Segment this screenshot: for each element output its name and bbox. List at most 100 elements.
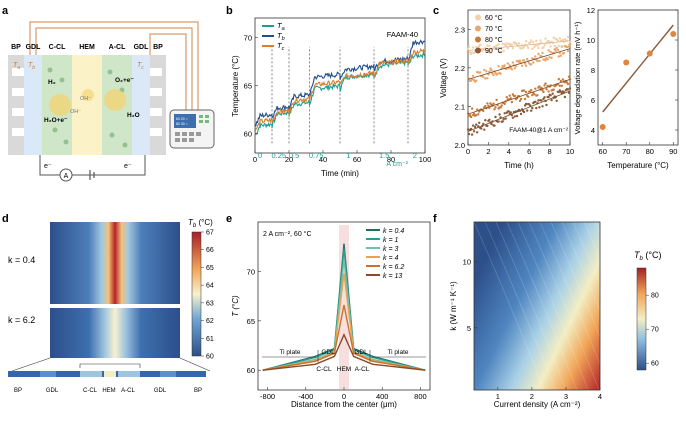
gdl-left (24, 55, 42, 155)
voltage-fit-line (467, 79, 571, 115)
voltage-point (510, 100, 514, 104)
voltage-point (538, 59, 541, 63)
voltage-point (513, 67, 517, 70)
voltage-point (567, 45, 571, 48)
legend-label: 70 °C (485, 25, 503, 33)
voltage-point (532, 61, 535, 64)
voltage-point (505, 96, 508, 99)
x-tick-label: 0 (342, 392, 346, 401)
voltage-point (486, 124, 489, 128)
colorbar-tick-label: 70 (651, 327, 659, 334)
species-label: H₂O+e⁻ (44, 117, 68, 124)
voltage-point (506, 46, 509, 50)
legend-swatch (475, 25, 481, 32)
species-label: OH⁻ (70, 109, 81, 115)
temperature-profile-line (262, 332, 426, 371)
current-density-label: 2 (413, 151, 417, 160)
temperature-label-a: Ta (13, 62, 20, 71)
region-label: A-CL (355, 366, 370, 373)
legend-label: Tc (277, 41, 285, 52)
current-density-label: 1 (346, 151, 350, 160)
legend-swatch (475, 14, 481, 21)
voltage-point (530, 88, 533, 92)
voltage-point (475, 123, 478, 126)
voltage-point (488, 44, 491, 47)
panel-label-c: c (433, 5, 439, 17)
x-axis-label: Time (h) (504, 161, 534, 170)
voltage-point (549, 45, 552, 48)
chart-b-sample-label: FAAM-40 (387, 30, 418, 39)
voltage-point (533, 93, 536, 96)
y-tick-label: 60 (247, 366, 255, 375)
voltage-point (561, 38, 565, 42)
voltage-point (470, 51, 474, 54)
voltage-point (475, 45, 478, 48)
chart-temperature-profile: -800 -400 0 400 800 60 65 70 k = 0.4 k = 1 k = 3… (231, 221, 431, 409)
voltage-point (508, 64, 511, 67)
voltage-point (500, 104, 503, 107)
voltage-point (483, 128, 486, 131)
temperature-map-panel: k = 0.4 k = 6.2 60 61 62 63 64 65 66 67 Tb (°C)… (8, 218, 214, 394)
voltage-point (466, 47, 470, 51)
voltage-point (507, 110, 510, 113)
voltage-point (548, 56, 551, 59)
species-label: O₂+e⁻ (115, 77, 134, 84)
voltage-point (547, 95, 550, 99)
voltage-point (559, 54, 562, 57)
voltage-fit-line (467, 90, 571, 132)
voltage-point (497, 65, 500, 68)
voltage-point (542, 46, 545, 49)
data-logger-icon: 60 20 ○ 80 30 ○ (169, 109, 215, 149)
voltage-point (546, 58, 549, 61)
voltage-point (471, 124, 475, 127)
y-axis-label: Voltage degradation rate (mV h⁻¹) (573, 21, 582, 134)
x-tick-label: -800 (260, 392, 275, 401)
voltage-point (471, 74, 475, 78)
voltage-point (541, 51, 544, 55)
voltage-point (539, 39, 542, 42)
y-axis-label: Temperature (°C) (231, 55, 240, 117)
colorbar-tick-label: 61 (206, 336, 214, 343)
voltage-point (479, 43, 482, 47)
legend-label: Ta (277, 21, 285, 32)
temperature-label-c: Tc (137, 62, 144, 71)
temperature-profile-line (262, 259, 426, 371)
legend-label: 60 °C (485, 14, 503, 22)
y-tick-label: 6 (591, 96, 595, 105)
temperature-series-a (254, 50, 426, 136)
y-tick-label: 10 (587, 36, 595, 45)
heat-glow-right (104, 89, 126, 111)
legend-label: Tb (277, 31, 285, 42)
voltage-fit-line (467, 48, 571, 80)
chart-temperature-vs-time: 0 20 40 60 80 100 60 65 70 0 0.25 0.5 0.75 1 1.5 2 A … (231, 17, 431, 178)
degradation-point (646, 50, 653, 57)
y-axis-label: Voltage (V) (439, 58, 448, 98)
voltage-point (534, 55, 537, 58)
electron-label-right: e⁻ (124, 163, 132, 170)
x-tick-label: 3 (564, 392, 568, 401)
colorbar-tick-label: 62 (206, 318, 214, 325)
region-label: Ti plate (387, 349, 408, 356)
voltage-point (484, 77, 487, 80)
heat-glow-left (49, 94, 71, 116)
voltage-point (524, 102, 528, 106)
y-tick-label: 2.1 (455, 102, 465, 111)
voltage-point (504, 44, 507, 47)
voltage-point (547, 39, 550, 43)
thermocouple-wire-b (35, 27, 193, 110)
degradation-point (623, 59, 630, 66)
x-tick-label: 80 (387, 155, 395, 164)
region-label: HEM (337, 366, 351, 373)
region-label: GDL (354, 349, 368, 356)
voltage-point (541, 89, 544, 92)
voltage-point (566, 49, 570, 53)
voltage-point (484, 104, 487, 108)
voltage-point (504, 117, 507, 120)
colorbar-tick-label: 60 (206, 354, 214, 361)
voltage-point (472, 112, 476, 116)
voltage-point (515, 114, 519, 118)
legend-label: k = 13 (383, 273, 402, 280)
voltage-point (493, 108, 496, 111)
voltage-point (479, 71, 482, 74)
voltage-point (540, 99, 543, 102)
